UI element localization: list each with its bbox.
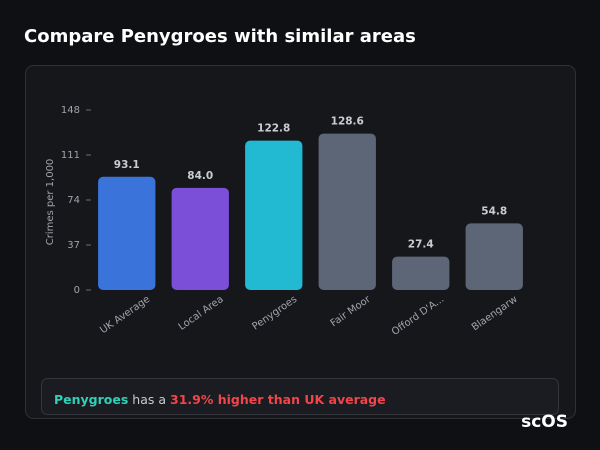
y-tick-label: 0 [74,285,80,296]
value-label: 128.6 [331,116,364,128]
summary-middle: has a [132,392,166,407]
y-tick-label: 74 [67,195,80,206]
bar [245,140,303,290]
value-label: 93.1 [114,159,140,171]
logo: scOS [521,412,568,432]
value-label: 122.8 [257,123,290,135]
value-label: 84.0 [187,170,213,182]
bar [465,223,523,290]
bar [171,187,229,290]
summary-box [41,378,559,415]
y-tick-label: 37 [67,240,80,251]
bar [392,256,450,290]
summary-highlight: 31.9% higher than UK average [170,392,386,407]
bar [98,176,156,290]
page-title: Compare Penygroes with similar areas [24,26,416,47]
y-tick-label: 148 [61,105,80,116]
summary-place: Penygroes [54,392,128,407]
bar [318,133,376,290]
y-axis-label: Crimes per 1,000 [45,159,56,246]
value-label: 54.8 [481,205,507,217]
summary-text: Penygroes has a 31.9% higher than UK ave… [54,392,386,407]
y-tick-label: 111 [61,150,80,161]
value-label: 27.4 [408,239,434,251]
